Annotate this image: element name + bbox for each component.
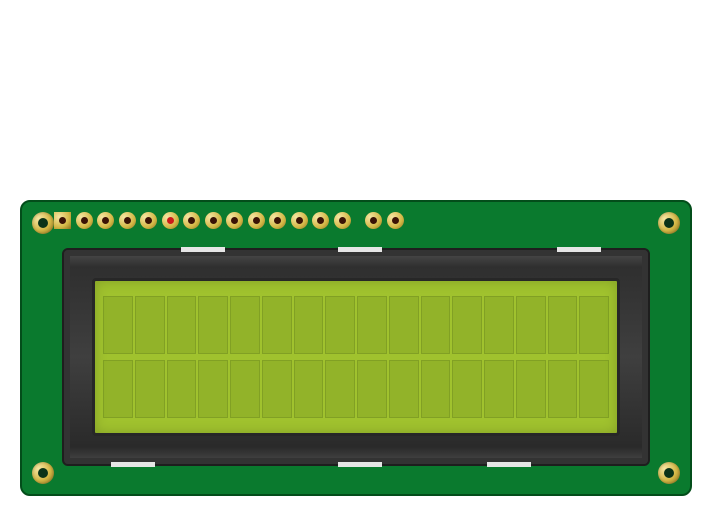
char-cell [389, 296, 419, 354]
pin-pad [291, 212, 308, 229]
char-cell [357, 360, 387, 418]
lcd-pcb [20, 200, 692, 496]
char-cell [484, 296, 514, 354]
char-cell [548, 296, 578, 354]
mounting-hole-bottom-right [658, 462, 680, 484]
char-cell [421, 360, 451, 418]
char-cell [135, 296, 165, 354]
pin-pad [183, 212, 200, 229]
char-cell [294, 360, 324, 418]
char-cell [325, 296, 355, 354]
bezel-tab [557, 247, 601, 252]
lcd-bezel [62, 248, 650, 466]
pin-labels: VSS (Ground)VDD (5V)VE (Contrast)RS (Reg… [0, 0, 713, 200]
bezel-tab [338, 247, 382, 252]
char-cell [357, 296, 387, 354]
pin-pad [312, 212, 329, 229]
pin-pad [54, 212, 71, 229]
char-cell [325, 360, 355, 418]
char-cell [135, 360, 165, 418]
pin-pad [365, 212, 382, 229]
bezel-tab [181, 247, 225, 252]
mounting-hole-top-right [658, 212, 680, 234]
lcd-screen [92, 278, 620, 436]
pin-pad [119, 212, 136, 229]
pin-pad [97, 212, 114, 229]
char-cell [294, 296, 324, 354]
char-cell [548, 360, 578, 418]
char-cell [579, 296, 609, 354]
pin-pad [269, 212, 286, 229]
char-cell [516, 296, 546, 354]
char-cell [452, 296, 482, 354]
char-cell [262, 296, 292, 354]
char-cell [389, 360, 419, 418]
char-cell [167, 360, 197, 418]
mounting-hole-bottom-left [32, 462, 54, 484]
char-cell [198, 360, 228, 418]
pin-pad [205, 212, 222, 229]
bezel-tab [487, 462, 531, 467]
char-cell [198, 296, 228, 354]
char-cell [421, 296, 451, 354]
bezel-tab [338, 462, 382, 467]
pin-pad [162, 212, 179, 229]
char-cell [103, 360, 133, 418]
bezel-tab [111, 462, 155, 467]
mounting-hole-top-left [32, 212, 54, 234]
pin-pad [76, 212, 93, 229]
char-cell [262, 360, 292, 418]
char-cell [484, 360, 514, 418]
char-cell [452, 360, 482, 418]
char-cell [230, 296, 260, 354]
pin-pad [226, 212, 243, 229]
char-cell [516, 360, 546, 418]
char-cell [579, 360, 609, 418]
char-cell [103, 296, 133, 354]
pin-pad [248, 212, 265, 229]
lcd-pinout-diagram: { "component": { "type": "lcd-16x2", "ro… [0, 0, 713, 521]
char-row [103, 360, 609, 418]
char-cell [167, 296, 197, 354]
pin-pad [334, 212, 351, 229]
char-row [103, 296, 609, 354]
pin-pad [140, 212, 157, 229]
pin-pad [387, 212, 404, 229]
char-cell [230, 360, 260, 418]
